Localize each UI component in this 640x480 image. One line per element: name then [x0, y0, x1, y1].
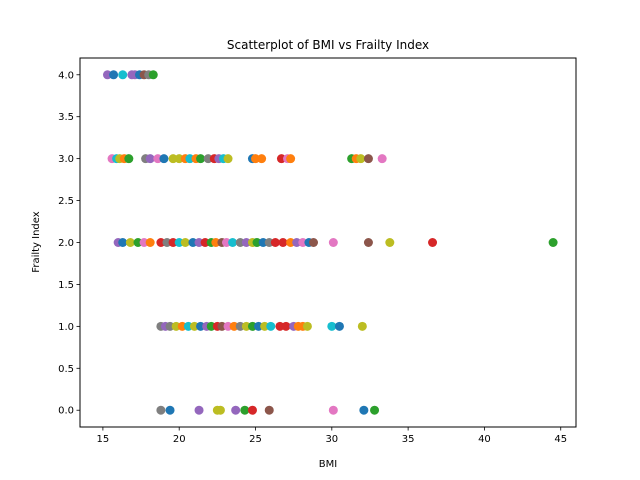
data-point	[148, 70, 158, 80]
data-point	[302, 321, 312, 331]
data-point	[159, 154, 169, 164]
data-point	[363, 154, 373, 164]
data-point	[196, 154, 206, 164]
x-tick-label: 40	[478, 434, 491, 445]
data-point	[357, 321, 367, 331]
data-point	[240, 405, 250, 415]
data-point	[257, 154, 267, 164]
data-point	[328, 238, 338, 247]
data-point	[266, 321, 276, 331]
data-point	[327, 321, 337, 331]
data-point	[215, 405, 225, 415]
data-point	[124, 154, 134, 164]
x-tick-label: 35	[402, 434, 415, 445]
y-tick-label: 3.5	[58, 112, 74, 123]
data-point	[385, 238, 395, 247]
data-point	[309, 238, 318, 247]
y-axis: 0.0 0.5 1.0 1.5 2.0 2.5 3.0 3.5 4.0	[58, 70, 80, 417]
data-point	[281, 321, 291, 331]
data-point	[548, 238, 558, 247]
data-point	[109, 70, 119, 80]
data-point	[363, 238, 373, 247]
data-point	[156, 405, 166, 415]
data-point	[359, 405, 369, 415]
x-axis: 15 20 25 30 35 40 45	[97, 427, 567, 445]
data-point	[145, 238, 155, 247]
x-tick-label: 20	[173, 434, 186, 445]
data-point	[270, 238, 280, 247]
data-point	[264, 405, 274, 415]
y-tick-label: 0.0	[58, 406, 74, 417]
data-point	[428, 238, 438, 247]
y-tick-label: 3.0	[58, 154, 74, 165]
data-point	[223, 154, 233, 164]
y-tick-label: 1.5	[58, 280, 74, 291]
y-tick-label: 1.0	[58, 322, 74, 333]
x-tick-label: 15	[97, 434, 110, 445]
data-point	[286, 154, 296, 164]
y-tick-label: 2.0	[58, 238, 74, 249]
data-point	[377, 154, 387, 164]
data-point	[118, 70, 128, 80]
data-point	[231, 405, 241, 415]
data-point	[334, 321, 344, 331]
data-point	[278, 238, 288, 247]
y-tick-label: 2.5	[58, 196, 74, 207]
data-point	[145, 154, 155, 164]
x-tick-label: 45	[554, 434, 567, 445]
data-point	[180, 238, 190, 247]
x-tick-label: 30	[325, 434, 338, 445]
data-point	[328, 405, 338, 415]
data-point	[165, 405, 175, 415]
data-point	[194, 405, 204, 415]
points-layer	[102, 70, 558, 415]
data-point	[247, 405, 257, 415]
y-tick-label: 0.5	[58, 364, 74, 375]
y-tick-label: 4.0	[58, 70, 74, 81]
data-point	[356, 154, 366, 164]
data-point	[370, 405, 380, 415]
chart-title: Scatterplot of BMI vs Frailty Index	[227, 38, 429, 52]
x-axis-label: BMI	[319, 459, 337, 470]
y-axis-label: Frailty Index	[31, 211, 42, 272]
data-point	[125, 238, 135, 247]
data-point	[228, 238, 238, 247]
x-tick-label: 25	[249, 434, 262, 445]
data-point	[118, 238, 128, 247]
